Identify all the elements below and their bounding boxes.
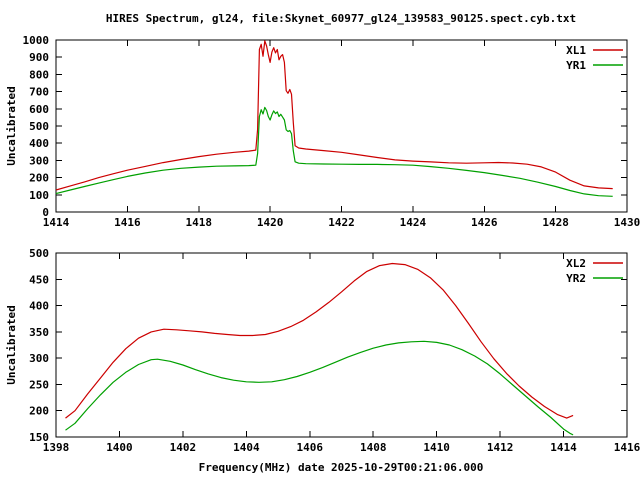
x-tick-label: 1410 (423, 441, 450, 454)
x-tick-label: 1428 (542, 216, 569, 229)
y-tick-label: 150 (29, 431, 49, 444)
x-axis-label: Frequency(MHz) date 2025-10-29T00:21:06.… (199, 461, 484, 474)
y-tick-label: 350 (29, 326, 49, 339)
y-tick-label: 700 (29, 86, 49, 99)
y-tick-label: 500 (29, 120, 49, 133)
top-plot: 1414 1416 1418 1420 1422 1424 1426 1428 1430 0 100… (23, 34, 640, 229)
y-tick-label: 200 (29, 172, 49, 185)
y-tick-label: 500 (29, 247, 49, 260)
x-tick-label: 1422 (328, 216, 355, 229)
series-line-XL1 (55, 40, 613, 191)
y-tick-label: 300 (29, 352, 49, 365)
y-tick-label: 1000 (23, 34, 50, 47)
x-tick-label: 1420 (257, 216, 284, 229)
x-tick-label: 1398 (43, 441, 70, 454)
figure-title: HIRES Spectrum, gl24, file:Skynet_60977_… (106, 12, 576, 25)
y-tick-label: 800 (29, 68, 49, 81)
series-line-XL2 (65, 262, 574, 419)
y-tick-label: 300 (29, 154, 49, 167)
y-tick-label: 400 (29, 300, 49, 313)
bottom-plot: 1398 1400 1402 1404 1406 1408 1410 1412 1414 1416… (29, 247, 640, 454)
plot-border (55, 39, 628, 213)
series-line-YR2 (65, 340, 574, 436)
y-tick-label: 900 (29, 51, 49, 64)
x-tick-label: 1426 (471, 216, 498, 229)
x-tick-label: 1414 (43, 216, 70, 229)
x-tick-label: 1430 (614, 216, 640, 229)
x-tick-label: 1400 (106, 441, 133, 454)
x-tick-label: 1412 (487, 441, 514, 454)
plot-border (55, 252, 628, 438)
bottom-y-axis-label: Uncalibrated (5, 305, 18, 384)
x-tick-label: 1418 (186, 216, 213, 229)
y-tick-label: 250 (29, 378, 49, 391)
x-tick-label: 1424 (400, 216, 427, 229)
x-tick-label: 1416 (614, 441, 640, 454)
x-tick-label: 1408 (360, 441, 387, 454)
x-tick-label: 1404 (233, 441, 260, 454)
x-tick-label: 1402 (170, 441, 197, 454)
y-tick-label: 200 (29, 405, 49, 418)
y-tick-label: 100 (29, 189, 49, 202)
y-tick-label: 0 (42, 206, 49, 219)
x-tick-label: 1416 (114, 216, 141, 229)
x-tick-label: 1406 (297, 441, 324, 454)
legend-label-XL1: XL1 (566, 44, 586, 57)
y-tick-label: 450 (29, 273, 49, 286)
series-line-YR1 (55, 106, 613, 197)
y-tick-label: 600 (29, 103, 49, 116)
legend-label-XL2: XL2 (566, 257, 586, 270)
y-tick-label: 400 (29, 137, 49, 150)
legend-label-YR1: YR1 (566, 59, 586, 72)
x-tick-label: 1414 (550, 441, 577, 454)
top-y-axis-label: Uncalibrated (5, 86, 18, 165)
legend-label-YR2: YR2 (566, 272, 586, 285)
